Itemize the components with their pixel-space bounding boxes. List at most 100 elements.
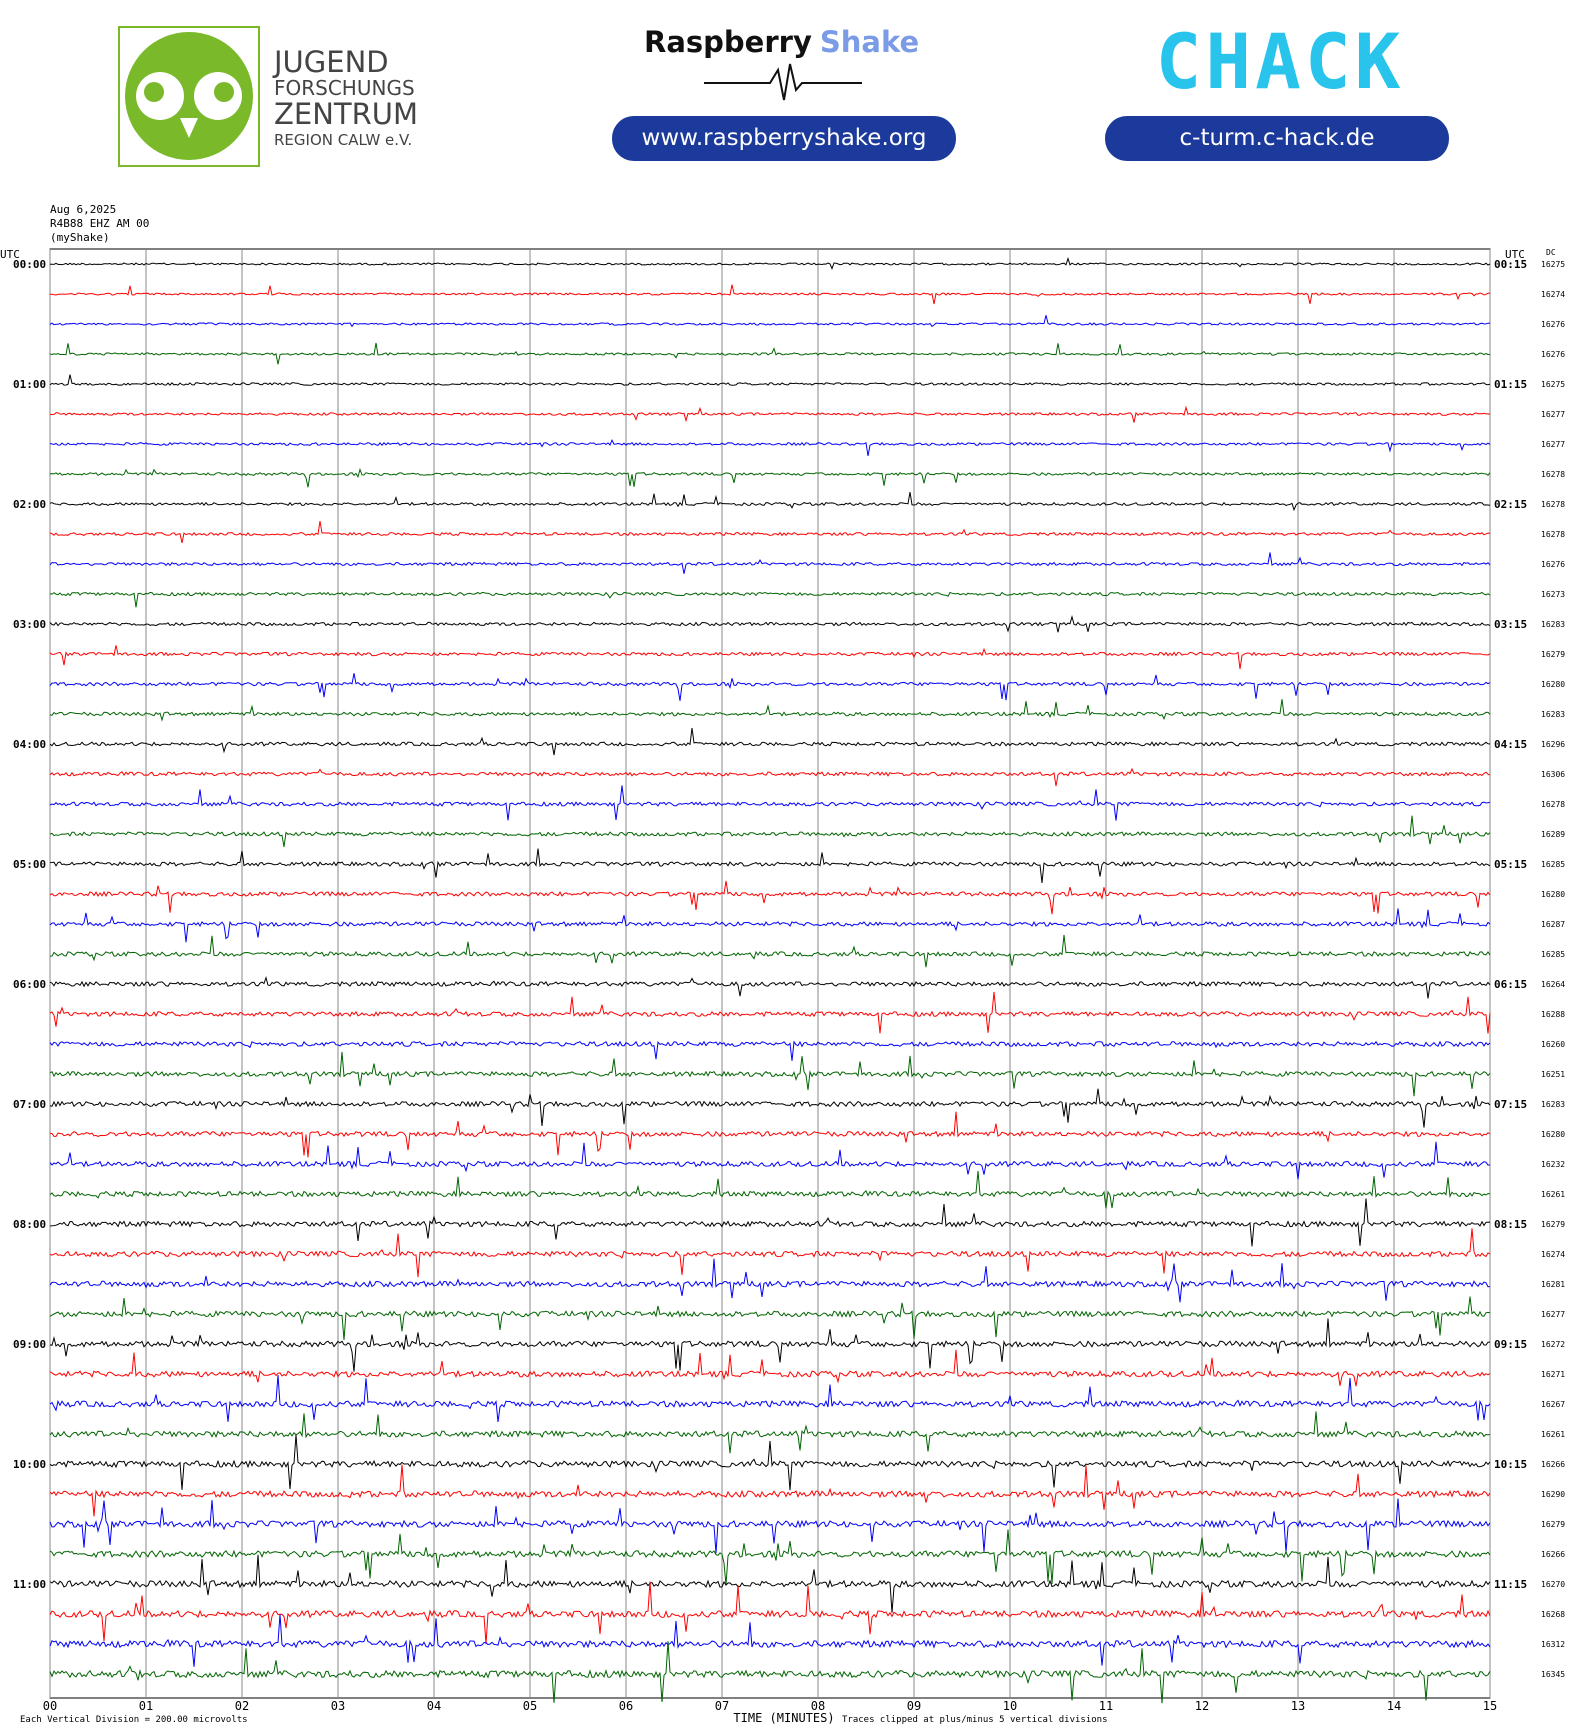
row-time-label: 02:00 <box>13 498 46 511</box>
seismic-trace <box>49 1228 1491 1278</box>
row-time-label: 06:00 <box>13 978 46 991</box>
station-info: (myShake) <box>50 231 110 244</box>
dc-value: 16267 <box>1541 1400 1565 1409</box>
seismic-trace <box>49 1171 1491 1209</box>
rs-url: www.raspberryshake.org <box>642 125 927 151</box>
seismic-trace <box>49 591 1491 608</box>
dc-value: 16270 <box>1541 1580 1565 1589</box>
row-time-label: 06:15 <box>1494 978 1527 991</box>
x-tick-label: 14 <box>1387 1699 1401 1713</box>
seismic-trace <box>49 1374 1491 1422</box>
row-time-label: 05:15 <box>1494 858 1527 871</box>
dc-value: 16274 <box>1541 1250 1565 1259</box>
dc-value: 16276 <box>1541 320 1565 329</box>
seismic-trace <box>49 1141 1491 1180</box>
seismic-trace <box>49 908 1491 943</box>
dc-value: 16232 <box>1541 1160 1565 1169</box>
dc-value: 16277 <box>1541 440 1565 449</box>
dc-value: 16306 <box>1541 770 1565 779</box>
dc-value: 16273 <box>1541 590 1565 599</box>
seismic-trace <box>49 1641 1491 1704</box>
dc-value: 16266 <box>1541 1550 1565 1559</box>
seismic-trace <box>49 1258 1491 1303</box>
seismic-trace <box>49 1040 1491 1061</box>
seismic-trace <box>49 1296 1491 1341</box>
seismic-trace <box>49 1581 1491 1645</box>
seismic-trace <box>49 374 1491 386</box>
dc-value: 16261 <box>1541 1190 1565 1199</box>
row-time-label: 05:00 <box>13 858 46 871</box>
chack-logo: CHACK <box>1156 17 1405 106</box>
rs-squiggle <box>704 63 862 101</box>
x-tick-label: 01 <box>139 1699 153 1713</box>
row-time-label: 07:00 <box>13 1098 46 1111</box>
jfz-text: FORSCHUNGS <box>274 76 415 100</box>
station-info: Aug 6,2025 <box>50 203 116 216</box>
seismic-trace <box>49 1411 1491 1454</box>
rs-word: Raspberry <box>644 25 812 59</box>
x-axis-label: TIME (MINUTES) <box>733 1711 834 1725</box>
row-time-label: 04:15 <box>1494 738 1527 751</box>
plot-frame <box>49 248 1491 1699</box>
dc-value: 16289 <box>1541 830 1565 839</box>
seismic-trace <box>49 492 1491 512</box>
station-info: R4B88 EHZ AM 00 <box>50 217 149 230</box>
x-tick-label: 07 <box>715 1699 729 1713</box>
dc-value: 16275 <box>1541 380 1565 389</box>
chack-pill <box>1105 116 1449 161</box>
dc-value: 16271 <box>1541 1370 1565 1379</box>
dc-title: DC <box>1546 248 1556 257</box>
dc-value: 16278 <box>1541 800 1565 809</box>
seismic-trace <box>49 615 1491 633</box>
seismic-trace <box>49 284 1491 305</box>
dc-value: 16276 <box>1541 350 1565 359</box>
x-tick-label: 12 <box>1195 1699 1209 1713</box>
x-tick-label: 03 <box>331 1699 345 1713</box>
seismic-trace <box>49 467 1491 488</box>
row-time-label: 10:15 <box>1494 1458 1527 1471</box>
seismic-trace <box>49 1088 1491 1128</box>
seismic-trace <box>49 785 1491 821</box>
x-tick-label: 06 <box>619 1699 633 1713</box>
x-tick-label: 02 <box>235 1699 249 1713</box>
jfz-beak <box>180 118 198 138</box>
dc-value: 16279 <box>1541 1520 1565 1529</box>
dc-value: 16277 <box>1541 410 1565 419</box>
x-tick-label: 11 <box>1099 1699 1113 1713</box>
dc-value: 16278 <box>1541 470 1565 479</box>
rs-pill <box>612 116 956 161</box>
dc-value: 16290 <box>1541 1490 1565 1499</box>
row-time-label: 08:15 <box>1494 1218 1527 1231</box>
jfz-owl <box>125 32 253 160</box>
seismic-trace <box>49 342 1491 365</box>
seismic-trace <box>49 315 1491 328</box>
dc-value: 16268 <box>1541 1610 1565 1619</box>
seismic-trace <box>49 438 1491 456</box>
dc-value: 16251 <box>1541 1070 1565 1079</box>
jfz-pupil <box>214 82 234 102</box>
seismic-trace <box>49 673 1491 701</box>
seismic-trace <box>49 1198 1491 1247</box>
seismic-trace <box>49 991 1491 1034</box>
dc-value: 16275 <box>1541 260 1565 269</box>
dc-value: 16278 <box>1541 500 1565 509</box>
seismic-trace <box>49 1349 1491 1387</box>
row-time-label: 04:00 <box>13 738 46 751</box>
utc-title: UTC <box>1505 248 1525 261</box>
x-tick-label: 08 <box>811 1699 825 1713</box>
row-time-label: 00:15 <box>1494 258 1527 271</box>
seismic-trace <box>49 1434 1491 1491</box>
dc-value: 16283 <box>1541 710 1565 719</box>
jfz-text: JUGEND <box>272 45 389 79</box>
seismic-trace <box>49 699 1491 722</box>
seismic-trace <box>49 975 1491 999</box>
x-tick-label: 04 <box>427 1699 441 1713</box>
dc-value: 16285 <box>1541 860 1565 869</box>
dc-value: 16278 <box>1541 530 1565 539</box>
row-time-label: 03:15 <box>1494 618 1527 631</box>
rs-word: Shake <box>820 25 919 59</box>
row-time-label: 08:00 <box>13 1218 46 1231</box>
